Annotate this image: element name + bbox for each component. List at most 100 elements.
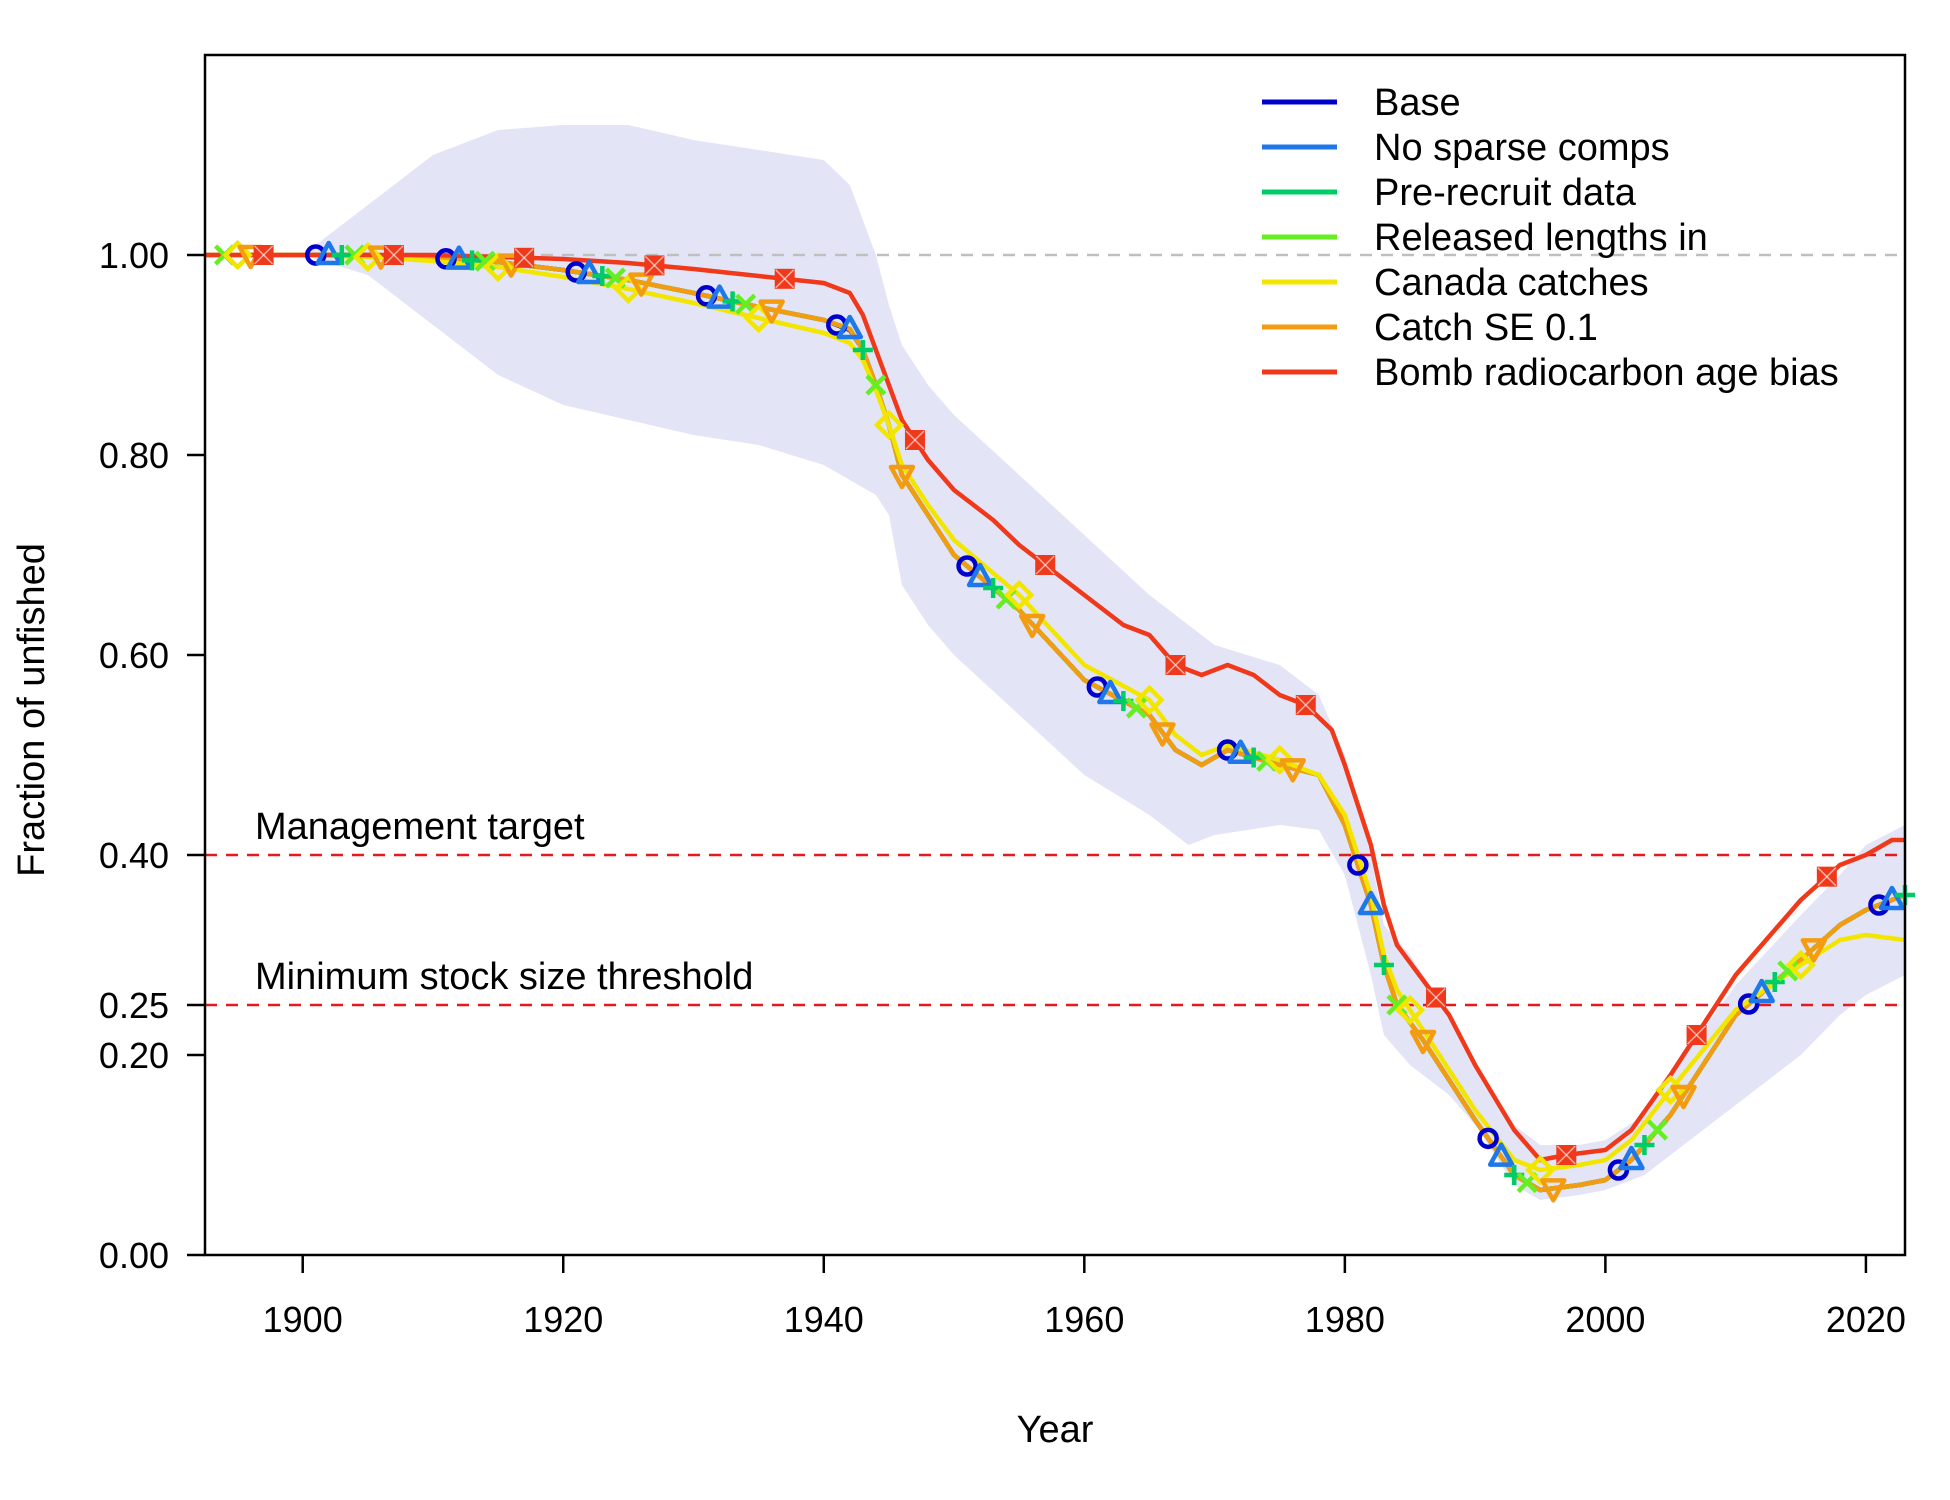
series-marker — [1227, 739, 1254, 764]
legend-label: Catch SE 0.1 — [1374, 307, 1598, 349]
series-marker — [474, 250, 496, 272]
x-tick-label: 1920 — [523, 1299, 603, 1340]
series-marker — [1785, 949, 1816, 981]
series-marker — [1777, 960, 1799, 982]
series-marker — [1878, 885, 1906, 911]
series-marker — [1279, 758, 1306, 783]
series-marker — [1409, 1029, 1437, 1055]
legend-label: No sparse comps — [1374, 127, 1670, 169]
legend-item: No sparse comps — [1262, 127, 1670, 169]
y-tick-label: 0.25 — [99, 985, 169, 1026]
x-tick-label: 1960 — [1044, 1299, 1124, 1340]
series-marker — [1097, 679, 1124, 705]
legend-label: Released lengths in — [1374, 217, 1708, 259]
series-marker — [331, 245, 352, 265]
legend-item: Base — [1262, 82, 1461, 124]
reference-line-label: Minimum stock size threshold — [255, 956, 753, 998]
series-marker — [1487, 1142, 1515, 1167]
series-marker — [1764, 972, 1785, 992]
series-marker — [1686, 1025, 1707, 1045]
series-marker — [1737, 993, 1760, 1015]
legend-item: Bomb radiocarbon age bias — [1262, 352, 1839, 394]
y-tick-label: 0.60 — [99, 635, 169, 676]
series-marker — [852, 340, 873, 360]
series-line — [205, 252, 1905, 1173]
y-axis-label: Fraction of unfished — [11, 543, 53, 877]
series-marker — [1800, 938, 1828, 963]
series-marker — [445, 245, 473, 270]
series-layer — [205, 252, 1905, 1193]
series-marker — [592, 266, 613, 286]
series-marker — [1634, 1135, 1655, 1155]
uncertainty-band-layer — [205, 125, 1905, 1200]
x-tick-label: 2000 — [1565, 1299, 1645, 1340]
y-tick-label: 0.20 — [99, 1035, 169, 1076]
legend-label: Pre-recruit data — [1374, 172, 1637, 214]
reference-lines-layer: Management target Minimum stock size thre… — [205, 253, 1905, 1007]
series-marker — [1357, 890, 1385, 916]
legend-item: Catch SE 0.1 — [1262, 307, 1598, 349]
series-marker — [966, 562, 994, 588]
series-marker — [1295, 695, 1316, 715]
series-marker — [1618, 1145, 1645, 1171]
series-marker — [1477, 1127, 1499, 1150]
series-marker — [1868, 894, 1890, 916]
series-marker — [1165, 655, 1186, 675]
y-tick-label: 0.80 — [99, 435, 169, 476]
series-marker — [462, 250, 483, 271]
series-marker — [1816, 866, 1837, 887]
series-marker — [904, 430, 925, 450]
series-marker — [888, 464, 916, 490]
series-marker — [1525, 1154, 1556, 1186]
series-marker — [1670, 1084, 1697, 1110]
series-marker — [956, 555, 978, 577]
series-marker — [514, 247, 535, 268]
series-marker — [1264, 744, 1295, 776]
series-marker — [836, 314, 864, 340]
series-marker — [1426, 987, 1447, 1008]
x-axis-label: Year — [1017, 1409, 1094, 1451]
y-tick-label: 0.00 — [99, 1235, 169, 1276]
series-marker — [222, 239, 253, 271]
series-marker — [1540, 1178, 1567, 1203]
series-marker — [1748, 978, 1775, 1004]
series-marker — [865, 374, 887, 396]
series-marker — [352, 241, 384, 273]
series-marker — [383, 245, 404, 265]
series-marker — [1386, 994, 1408, 1016]
series-marker — [628, 272, 655, 297]
series-marker — [774, 268, 795, 289]
uncertainty-band — [205, 125, 1905, 1200]
y-tick-label: 1.00 — [99, 235, 169, 276]
legend-label: Base — [1374, 82, 1461, 124]
legend-label: Bomb radiocarbon age bias — [1374, 352, 1839, 394]
series-marker — [1134, 684, 1165, 716]
series-line — [205, 252, 1905, 1163]
series-marker — [1003, 579, 1035, 611]
y-tick-label: 0.40 — [99, 835, 169, 876]
x-tick-label: 1980 — [1305, 1299, 1385, 1340]
reference-line-label: Management target — [255, 806, 585, 848]
series-marker — [1556, 1145, 1577, 1165]
series-marker — [722, 291, 743, 312]
series-marker — [576, 259, 603, 285]
markers-layer — [213, 239, 1915, 1203]
series-marker — [983, 578, 1004, 598]
series-line — [205, 252, 1905, 1193]
series-marker — [1149, 722, 1176, 747]
series-marker — [1035, 555, 1056, 575]
axes-layer: 1900 1920 1940 1960 1980 2000 2020 0.00 0.20 0.25… — [99, 235, 1906, 1340]
legend-item: Released lengths in — [1262, 217, 1708, 259]
series-marker — [1347, 854, 1369, 876]
x-tick-label: 2020 — [1826, 1299, 1906, 1340]
series-marker — [1373, 955, 1394, 975]
series-marker — [1018, 613, 1046, 639]
legend-item: Pre-recruit data — [1262, 172, 1637, 214]
x-tick-label: 1900 — [263, 1299, 343, 1340]
x-tick-label: 1940 — [784, 1299, 864, 1340]
series-marker — [1646, 1119, 1669, 1141]
legend-label: Canada catches — [1374, 262, 1649, 304]
series-marker — [758, 299, 785, 324]
